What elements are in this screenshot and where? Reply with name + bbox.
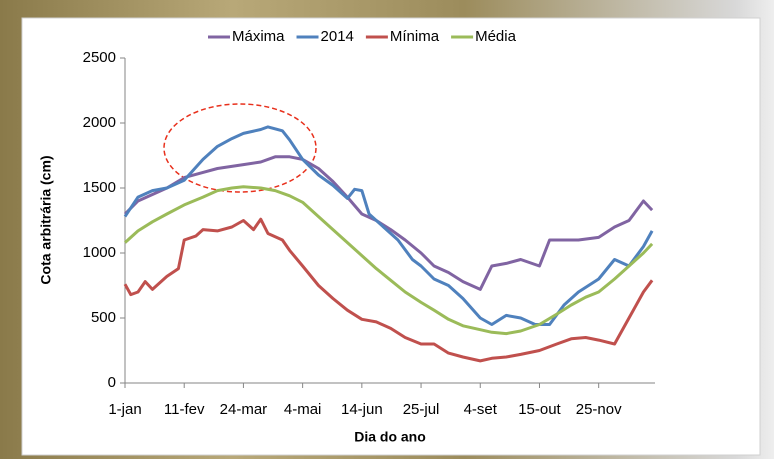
series-line <box>123 217 654 363</box>
x-tick-label: 15-out <box>518 401 561 418</box>
x-tick-label: 14-jun <box>341 401 383 418</box>
x-tick-label: 24-mar <box>220 401 268 418</box>
legend-label: Média <box>475 28 517 45</box>
legend-label: Mínima <box>390 28 440 45</box>
x-tick-label: 4-mai <box>284 401 322 418</box>
x-tick-label: 11-fev <box>164 401 205 418</box>
y-tick-label: 1500 <box>83 179 116 196</box>
y-tick-label: 0 <box>108 374 116 391</box>
legend-label: Máxima <box>232 28 285 45</box>
series-line <box>123 185 654 336</box>
y-axis-title: Cota arbitrária (cm) <box>38 155 54 284</box>
chart-panel <box>21 17 761 456</box>
x-tick-label: 1-jan <box>108 401 141 418</box>
series-line <box>123 155 654 291</box>
x-tick-label: 25-nov <box>576 401 622 418</box>
legend-label: 2014 <box>321 28 354 45</box>
highlight-ellipse <box>163 103 317 193</box>
y-tick-label: 2500 <box>83 49 116 66</box>
x-tick-label: 4-set <box>464 401 498 418</box>
x-tick-label: 25-jul <box>403 401 440 418</box>
y-tick-label: 2000 <box>83 114 116 131</box>
x-axis-title: Dia do ano <box>354 429 426 445</box>
y-tick-label: 500 <box>91 309 116 326</box>
y-tick-label: 1000 <box>83 244 116 261</box>
